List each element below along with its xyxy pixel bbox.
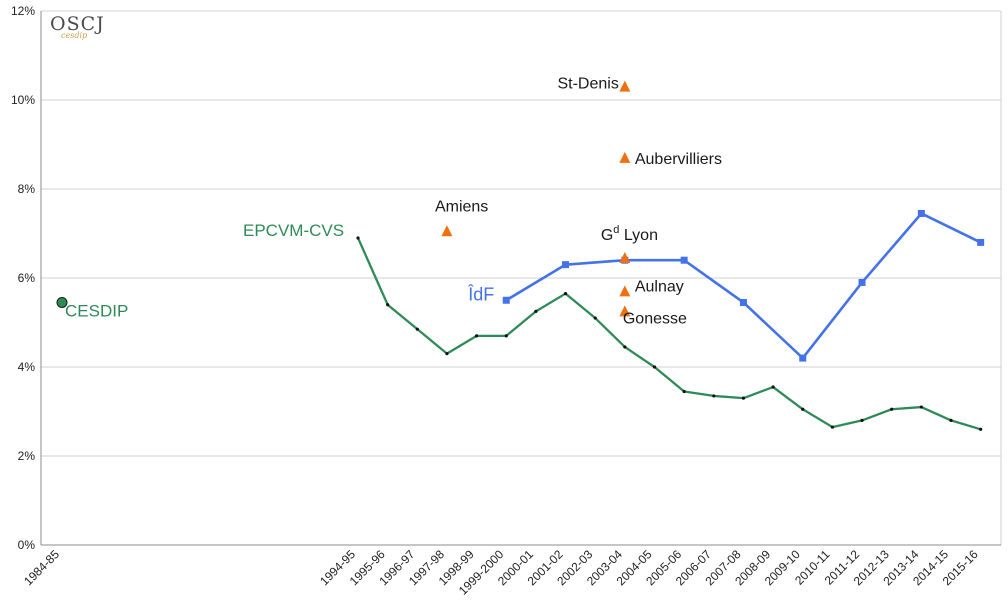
point-marker (441, 225, 453, 237)
y-tick-label: 8% (18, 182, 36, 196)
data-point (712, 394, 716, 398)
data-point (949, 418, 953, 422)
y-tick-label: 6% (18, 271, 36, 285)
data-point (652, 365, 657, 369)
data-point (680, 256, 688, 264)
point-label: Gd Lyon (601, 224, 658, 244)
data-point (504, 334, 508, 338)
data-point (799, 354, 807, 362)
y-tick-label: 2% (18, 449, 36, 463)
point-label: Aulnay (635, 278, 684, 295)
series-line (505, 212, 982, 360)
data-point (623, 345, 627, 349)
series-line (356, 237, 981, 431)
data-point (860, 418, 864, 422)
data-point (741, 396, 746, 400)
point-label: Aubervilliers (635, 151, 722, 168)
series-label: ÎdF (467, 284, 494, 304)
data-point (415, 327, 419, 331)
series-layer (56, 209, 985, 431)
data-point (386, 303, 390, 307)
oscj-logo: OSCJ cesdip (50, 13, 105, 40)
data-point (682, 389, 686, 394)
y-tick-label: 0% (18, 538, 36, 552)
data-point (977, 238, 985, 246)
data-point (979, 427, 983, 431)
data-point (801, 407, 805, 411)
data-point (739, 298, 747, 306)
point-marker (619, 285, 631, 297)
data-point (356, 236, 360, 240)
y-tick-label: 10% (11, 93, 35, 107)
x-axis: 1984-85 1994-951995-961996-971997-981998-… (21, 544, 1001, 598)
point-marker (619, 305, 631, 317)
data-point (562, 261, 570, 269)
annotation-points (441, 80, 631, 317)
data-point (475, 334, 479, 338)
data-point (593, 316, 597, 320)
data-point (771, 385, 775, 389)
data-point (917, 209, 925, 217)
point-label: Gonesse (623, 310, 687, 327)
logo-subtext: cesdip (61, 31, 87, 40)
point-marker (619, 80, 631, 92)
series-label: EPCVM-CVS (243, 221, 344, 240)
point-label: St-Denis (557, 76, 618, 93)
data-point (919, 405, 923, 409)
annotation-labels: EPCVM-CVS ÎdF CESDIP Amiens St-Denis Aubervil… (65, 76, 722, 328)
point-label: Amiens (435, 198, 488, 215)
data-point (56, 296, 68, 308)
series-label: CESDIP (65, 301, 128, 320)
point-marker (619, 251, 631, 263)
logo-text: OSCJ (50, 13, 105, 35)
data-point (830, 425, 835, 429)
point-marker (619, 151, 631, 163)
x-tick-label: 1984-85 (21, 547, 62, 588)
data-point (563, 291, 568, 296)
data-point (858, 278, 866, 286)
y-tick-label: 4% (18, 360, 36, 374)
y-axis: 0% 2% 4% 6% 8% 10% 12% (11, 4, 1002, 552)
data-point (534, 309, 538, 313)
data-point (502, 296, 510, 304)
y-tick-label: 12% (11, 4, 35, 18)
gridlines (41, 10, 1001, 546)
data-point (445, 352, 449, 356)
data-point (890, 407, 894, 411)
